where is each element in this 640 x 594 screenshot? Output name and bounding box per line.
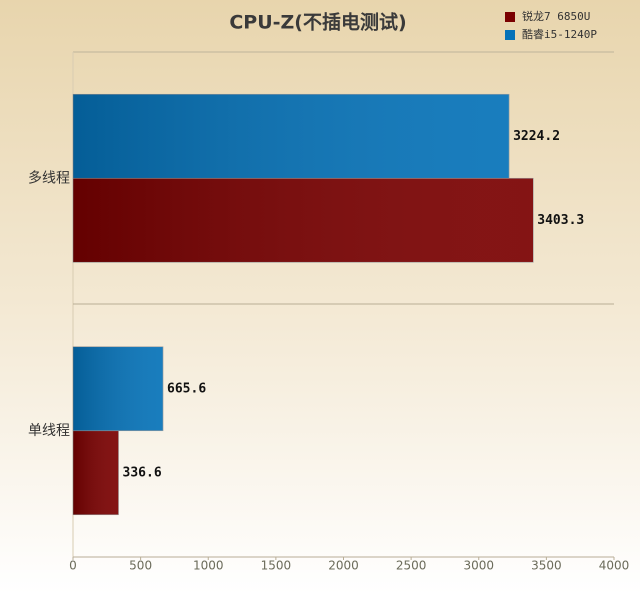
category-label: 多线程	[28, 169, 70, 186]
x-tick-label: 4000	[599, 559, 630, 573]
category-label: 单线程	[28, 423, 70, 439]
legend-label: 酷睿i5-1240P	[522, 27, 597, 41]
x-tick-label: 2000	[328, 559, 359, 573]
bar-shade	[73, 178, 534, 263]
chart-title: CPU-Z(不插电测试)	[229, 11, 406, 34]
x-tick-label: 3000	[463, 559, 494, 573]
x-tick-label: 1000	[193, 559, 224, 573]
bar-shade	[73, 430, 119, 515]
value-label: 336.6	[123, 465, 162, 480]
legend-swatch	[505, 12, 515, 22]
value-label: 3403.3	[537, 213, 584, 228]
value-label: 665.6	[167, 381, 206, 396]
legend-label: 锐龙7 6850U	[522, 9, 590, 23]
x-tick-label: 3500	[531, 559, 562, 573]
bar-shade	[73, 94, 510, 179]
x-tick-label: 2500	[396, 559, 427, 573]
legend-swatch	[505, 30, 515, 40]
x-tick-label: 0	[69, 559, 77, 573]
x-tick-label: 500	[129, 559, 152, 573]
bar-shade	[73, 346, 164, 431]
x-tick-label: 1500	[261, 559, 292, 573]
value-label: 3224.2	[513, 129, 560, 144]
